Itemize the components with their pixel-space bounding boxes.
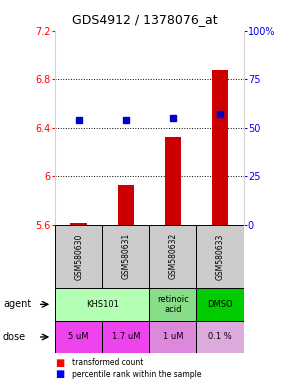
Bar bbox=[212, 70, 228, 225]
Text: GSM580631: GSM580631 bbox=[121, 233, 130, 280]
Text: 5 uM: 5 uM bbox=[68, 333, 89, 341]
Text: retinoic
acid: retinoic acid bbox=[157, 295, 189, 314]
Text: 1.7 uM: 1.7 uM bbox=[112, 333, 140, 341]
Text: ■: ■ bbox=[55, 369, 64, 379]
Bar bbox=[55, 321, 102, 353]
Bar bbox=[165, 137, 181, 225]
Bar bbox=[196, 321, 244, 353]
Text: GSM580632: GSM580632 bbox=[168, 233, 177, 280]
Bar bbox=[70, 223, 87, 225]
Bar bbox=[196, 225, 244, 288]
Text: 0.1 %: 0.1 % bbox=[208, 333, 232, 341]
Text: GDS4912 / 1378076_at: GDS4912 / 1378076_at bbox=[72, 13, 218, 26]
Text: dose: dose bbox=[3, 332, 26, 342]
Bar bbox=[55, 288, 149, 321]
Bar bbox=[149, 288, 196, 321]
Text: 1 uM: 1 uM bbox=[163, 333, 183, 341]
Bar bbox=[149, 225, 196, 288]
Bar bbox=[55, 225, 102, 288]
Bar bbox=[196, 288, 244, 321]
Text: GSM580633: GSM580633 bbox=[215, 233, 224, 280]
Text: ■: ■ bbox=[55, 358, 64, 368]
Text: transformed count: transformed count bbox=[72, 358, 144, 367]
Text: agent: agent bbox=[3, 299, 31, 310]
Bar bbox=[117, 185, 134, 225]
Text: DMSO: DMSO bbox=[207, 300, 233, 309]
Text: percentile rank within the sample: percentile rank within the sample bbox=[72, 370, 202, 379]
Text: GSM580630: GSM580630 bbox=[74, 233, 83, 280]
Bar bbox=[102, 321, 149, 353]
Bar bbox=[102, 225, 149, 288]
Bar bbox=[149, 321, 196, 353]
Text: KHS101: KHS101 bbox=[86, 300, 119, 309]
